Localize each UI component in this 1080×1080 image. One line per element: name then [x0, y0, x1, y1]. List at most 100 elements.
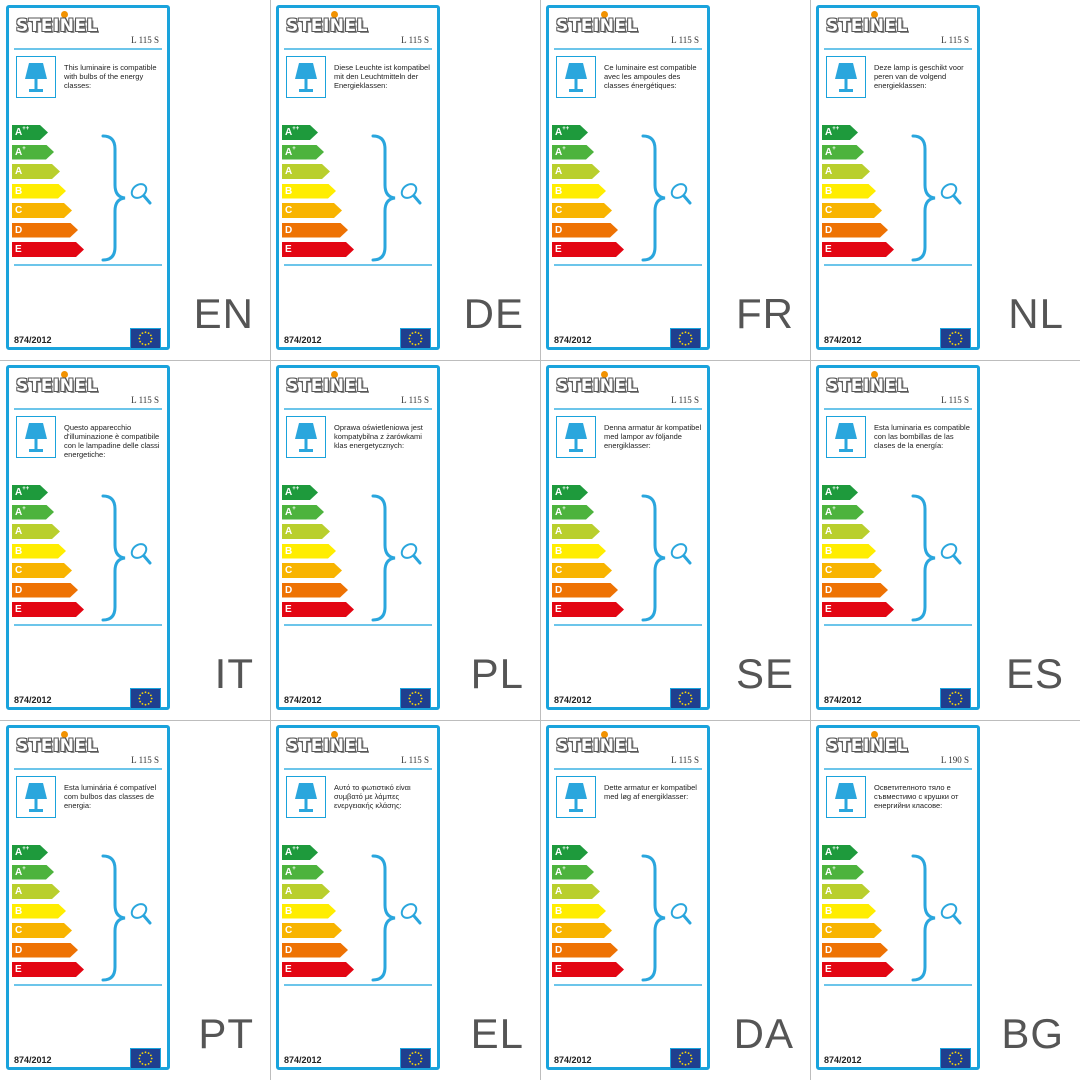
eu-star-icon — [141, 1062, 144, 1065]
compatibility-text: Questo apparecchio d'illuminazione è com… — [64, 423, 160, 459]
eu-star-icon — [951, 1052, 954, 1055]
energy-class-plus: + — [22, 505, 26, 512]
energy-class-bar: D — [822, 222, 888, 238]
light-bulb-icon — [130, 543, 152, 565]
energy-class-plus: ++ — [562, 486, 570, 492]
brand-dot-icon — [61, 371, 68, 378]
eu-star-icon — [687, 692, 690, 695]
energy-class-bar: A++ — [12, 125, 48, 140]
energy-class-plus: ++ — [292, 486, 300, 492]
bracket-icon — [641, 854, 692, 982]
eu-star-icon — [951, 1062, 954, 1065]
language-code: ES — [1005, 650, 1064, 697]
language-code: EL — [470, 1010, 524, 1057]
energy-class-bar: A — [822, 524, 870, 539]
eu-star-icon — [138, 337, 141, 340]
bracket-icon — [371, 494, 422, 622]
energy-class-letter: A — [825, 487, 833, 498]
eu-star-icon — [948, 697, 951, 700]
brand-logo: STEINEL — [16, 16, 98, 36]
grid-line — [810, 0, 811, 1080]
eu-flag-icon — [670, 1048, 701, 1069]
eu-star-icon — [408, 697, 411, 700]
energy-class-letter: D — [285, 224, 293, 236]
eu-star-icon — [139, 1060, 142, 1063]
eu-star-icon — [957, 332, 960, 335]
energy-class-letter: A — [15, 506, 23, 518]
energy-class-letter: A — [825, 127, 833, 138]
energy-class-plus: + — [832, 865, 836, 872]
regulation-number: 874/2012 — [554, 695, 592, 705]
table-lamp-icon — [556, 416, 596, 458]
energy-class-plus: ++ — [832, 486, 840, 492]
eu-star-icon — [139, 694, 142, 697]
eu-star-icon — [681, 332, 684, 335]
eu-star-icon — [681, 692, 684, 695]
model-number: L 190 S — [940, 755, 969, 765]
energy-class-bar: A+ — [12, 144, 54, 160]
compatibility-text: Αυτό το φωτιστικό είναι συμβατό με λάμπε… — [334, 783, 411, 810]
table-lamp-icon — [286, 416, 326, 458]
energy-class-letter: B — [285, 545, 293, 557]
energy-class-bar: E — [282, 602, 354, 617]
eu-star-icon — [144, 331, 147, 334]
eu-star-icon — [951, 702, 954, 705]
energy-class-letter: A — [15, 487, 23, 498]
eu-star-icon — [949, 1054, 952, 1057]
energy-label-card: STEINEL L 115 S Deze lamp is geschikt vo… — [816, 5, 980, 350]
eu-star-icon — [141, 1052, 144, 1055]
energy-class-letter: D — [555, 944, 563, 956]
eu-star-icon — [678, 1057, 681, 1060]
eu-star-icon — [689, 334, 692, 337]
energy-class-bar: B — [282, 543, 336, 559]
compatibility-text: Esta luminaria es compatible con las bom… — [874, 423, 970, 450]
energy-class-bar: A — [552, 164, 600, 179]
energy-class-letter: A — [285, 487, 293, 498]
energy-class-plus: + — [562, 505, 566, 512]
energy-label-cell: STEINEL L 115 S Denna armatur är kompati… — [540, 360, 810, 720]
energy-class-letter: C — [285, 925, 293, 936]
energy-class-bar: D — [552, 942, 618, 958]
energy-class-letter: A — [285, 166, 293, 177]
eu-star-icon — [957, 342, 960, 345]
energy-label-cell: STEINEL L 115 S Deze lamp is geschikt vo… — [810, 0, 1080, 360]
energy-class-bar: E — [12, 962, 84, 977]
light-bulb-icon — [670, 543, 692, 565]
eu-star-icon — [951, 692, 954, 695]
energy-class-bar: A++ — [822, 125, 858, 140]
energy-class-letter: B — [555, 185, 563, 197]
grid-line — [270, 0, 271, 1080]
energy-label-cell: STEINEL L 115 S Esta luminaria es compat… — [810, 360, 1080, 720]
energy-label-card: STEINEL L 115 S This luminaire is compat… — [6, 5, 170, 350]
energy-class-bar: D — [552, 222, 618, 238]
bracket-icon — [911, 854, 962, 982]
model-number: L 115 S — [401, 35, 429, 45]
compatibility-text: Esta luminária é compatível com bulbos d… — [64, 783, 157, 810]
compatibility-text: This luminaire is compatible with bulbs … — [64, 63, 157, 90]
energy-class-letter: B — [555, 905, 563, 917]
energy-class-bar: D — [282, 582, 348, 598]
eu-star-icon — [957, 1052, 960, 1055]
eu-star-icon — [679, 1060, 682, 1063]
eu-star-icon — [414, 343, 417, 346]
light-bulb-icon — [940, 183, 962, 205]
eu-star-icon — [414, 703, 417, 706]
energy-class-bar: C — [282, 203, 342, 218]
bottom-divider — [824, 984, 972, 986]
eu-star-icon — [409, 700, 412, 703]
eu-star-icon — [959, 334, 962, 337]
model-number: L 115 S — [401, 755, 429, 765]
eu-star-icon — [419, 340, 422, 343]
top-divider — [284, 48, 432, 50]
regulation-number: 874/2012 — [284, 1055, 322, 1065]
eu-star-icon — [147, 342, 150, 345]
language-code: EN — [193, 290, 254, 337]
eu-star-icon — [141, 342, 144, 345]
energy-class-letter: E — [285, 244, 292, 255]
language-code: DE — [463, 290, 524, 337]
eu-star-icon — [954, 331, 957, 334]
eu-star-icon — [951, 342, 954, 345]
eu-star-icon — [138, 1057, 141, 1060]
brand-logo: STEINEL — [286, 16, 368, 36]
energy-class-bar: B — [282, 183, 336, 199]
